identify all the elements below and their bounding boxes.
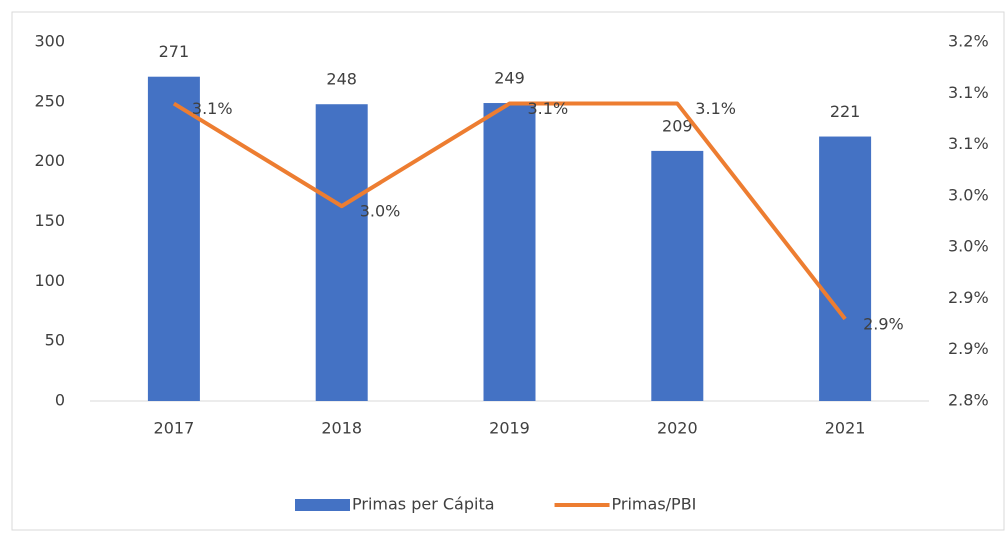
y2-tick-label: 3.2%	[948, 32, 989, 51]
bar-value-label: 271	[159, 42, 190, 61]
bar	[651, 150, 704, 401]
bar-value-label: 209	[662, 116, 693, 135]
bar	[483, 103, 536, 401]
x-tick-label: 2019	[489, 419, 530, 438]
legend-swatch	[295, 499, 350, 511]
y-tick-label: 300	[34, 32, 65, 51]
legend-label: Primas/PBI	[612, 495, 697, 514]
bar-value-label: 221	[830, 102, 861, 121]
legend-label: Primas per Cápita	[352, 495, 495, 514]
y-tick-label: 100	[34, 271, 65, 290]
bar	[147, 76, 200, 401]
y2-tick-label: 3.0%	[948, 237, 989, 256]
line-value-label: 3.1%	[695, 99, 736, 118]
y2-tick-label: 3.0%	[948, 185, 989, 204]
y-tick-label: 250	[34, 91, 65, 110]
y-tick-label: 50	[45, 331, 65, 350]
y2-tick-label: 3.1%	[948, 83, 989, 102]
y-tick-label: 150	[34, 211, 65, 230]
line	[172, 101, 847, 321]
y2-tick-label: 3.1%	[948, 134, 989, 153]
y-tick-label: 0	[55, 391, 65, 410]
x-tick-label: 2021	[825, 419, 866, 438]
y-tick-label: 200	[34, 151, 65, 170]
y2-tick-label: 2.9%	[948, 288, 989, 307]
y2-tick-label: 2.8%	[948, 391, 989, 410]
bar	[315, 104, 368, 401]
line-value-label: 3.1%	[192, 99, 233, 118]
bar	[819, 136, 872, 401]
line-value-label: 3.0%	[360, 202, 401, 221]
x-tick-label: 2017	[154, 419, 195, 438]
line-value-label: 3.1%	[528, 99, 569, 118]
x-tick-label: 2018	[321, 419, 362, 438]
x-tick-label: 2020	[657, 419, 698, 438]
y2-tick-label: 2.9%	[948, 339, 989, 358]
bar-value-label: 248	[326, 70, 357, 89]
bar-value-label: 249	[494, 69, 525, 88]
line-value-label: 2.9%	[863, 314, 904, 333]
